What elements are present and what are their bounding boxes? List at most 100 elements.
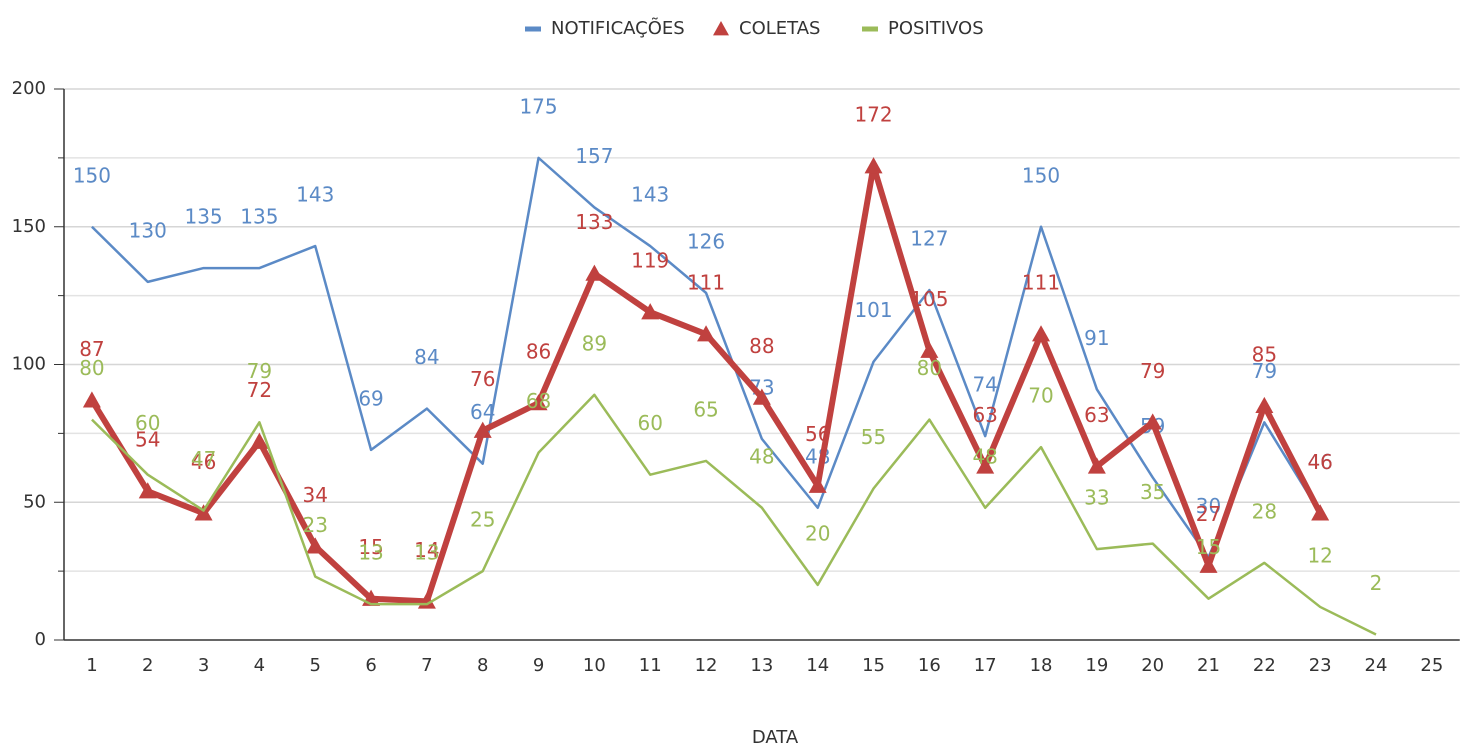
data-label: 15 [1196, 535, 1221, 559]
marker [194, 504, 213, 521]
marker [864, 157, 883, 174]
x-tick-label: 10 [583, 655, 606, 676]
data-label: 111 [687, 271, 725, 295]
data-label: 27 [1196, 502, 1221, 526]
data-label: 2 [1370, 571, 1383, 595]
data-label: 84 [414, 345, 439, 369]
data-label: 105 [910, 287, 948, 311]
marker [1032, 325, 1051, 342]
data-label: 175 [519, 94, 557, 118]
data-label: 13 [358, 541, 383, 565]
marker [529, 394, 548, 411]
data-label: 35 [1140, 480, 1165, 504]
data-label: 135 [184, 205, 222, 229]
x-axis-label: DATA [752, 727, 799, 748]
data-label: 48 [972, 444, 997, 468]
data-label: 150 [1022, 163, 1060, 187]
x-tick-label: 6 [365, 655, 376, 676]
data-label: 63 [972, 403, 997, 427]
marker [138, 482, 157, 499]
data-label: 80 [79, 356, 104, 380]
x-tick-label: 5 [310, 655, 321, 676]
marker [920, 341, 939, 358]
x-tick-label: 24 [1365, 655, 1388, 676]
data-label: 28 [1252, 499, 1277, 523]
y-tick-label: 100 [12, 354, 46, 375]
marker [82, 391, 101, 408]
x-tick-label: 8 [477, 655, 488, 676]
marker [473, 421, 492, 438]
marker [1199, 556, 1218, 573]
x-tick-label: 18 [1030, 655, 1053, 676]
marker [1311, 504, 1330, 521]
data-label: 54 [135, 428, 160, 452]
data-label: 13 [414, 541, 439, 565]
data-label: 47 [191, 447, 216, 471]
marker [1255, 396, 1274, 414]
marker [250, 432, 269, 449]
data-label: 157 [575, 144, 613, 168]
data-label: 87 [79, 337, 104, 361]
data-label: 89 [582, 331, 607, 355]
data-label: 70 [1028, 384, 1053, 408]
data-label: 30 [1196, 494, 1221, 518]
data-label: 55 [861, 425, 886, 449]
y-tick-label: 150 [12, 216, 46, 237]
data-label: 25 [470, 508, 495, 532]
x-tick-label: 16 [918, 655, 941, 676]
marker [1087, 457, 1106, 474]
data-label: 143 [631, 183, 669, 207]
data-label: 79 [247, 359, 272, 383]
data-label: 79 [1140, 359, 1165, 383]
data-label: 101 [854, 298, 892, 322]
x-tick-label: 2 [142, 655, 153, 676]
legend-label: COLETAS [739, 18, 820, 39]
marker [976, 457, 995, 474]
legend-marker [713, 21, 729, 36]
x-tick-label: 19 [1085, 655, 1108, 676]
x-tick-label: 13 [750, 655, 773, 676]
data-label: 63 [1084, 403, 1109, 427]
data-label: 86 [526, 340, 551, 364]
data-label: 79 [1252, 359, 1277, 383]
marker [1143, 413, 1162, 430]
x-tick-label: 14 [806, 655, 829, 676]
data-label: 23 [303, 513, 328, 537]
data-label: 20 [805, 521, 830, 545]
x-tick-label: 21 [1197, 655, 1220, 676]
data-label: 126 [687, 229, 725, 253]
x-tick-label: 4 [254, 655, 265, 676]
data-label: 85 [1252, 342, 1277, 366]
data-label: 64 [470, 400, 495, 424]
x-tick-label: 1 [86, 655, 97, 676]
data-label: 91 [1084, 326, 1109, 350]
data-label: 15 [358, 535, 383, 559]
data-label: 88 [749, 334, 774, 358]
marker [306, 537, 325, 554]
y-tick-label: 50 [23, 491, 46, 512]
legend-label: NOTIFICAÇÕES [551, 17, 685, 39]
x-tick-label: 7 [421, 655, 432, 676]
x-tick-label: 17 [974, 655, 997, 676]
x-tick-label: 20 [1141, 655, 1164, 676]
data-label: 80 [917, 356, 942, 380]
x-tick-label: 3 [198, 655, 209, 676]
data-label: 76 [470, 367, 495, 391]
marker [808, 476, 827, 493]
data-label: 60 [135, 411, 160, 435]
data-label: 74 [972, 373, 997, 397]
x-tick-label: 23 [1309, 655, 1332, 676]
data-label: 12 [1307, 543, 1332, 567]
data-label: 34 [303, 483, 328, 507]
marker [752, 388, 771, 405]
data-label: 60 [637, 411, 662, 435]
data-label: 69 [358, 386, 383, 410]
data-label: 130 [129, 218, 167, 242]
data-label: 46 [1307, 450, 1332, 474]
data-label: 150 [73, 163, 111, 187]
x-tick-label: 11 [639, 655, 662, 676]
legend-label: POSITIVOS [888, 18, 984, 39]
data-label: 56 [805, 422, 830, 446]
x-tick-label: 9 [533, 655, 544, 676]
series-line [91, 156, 1322, 559]
